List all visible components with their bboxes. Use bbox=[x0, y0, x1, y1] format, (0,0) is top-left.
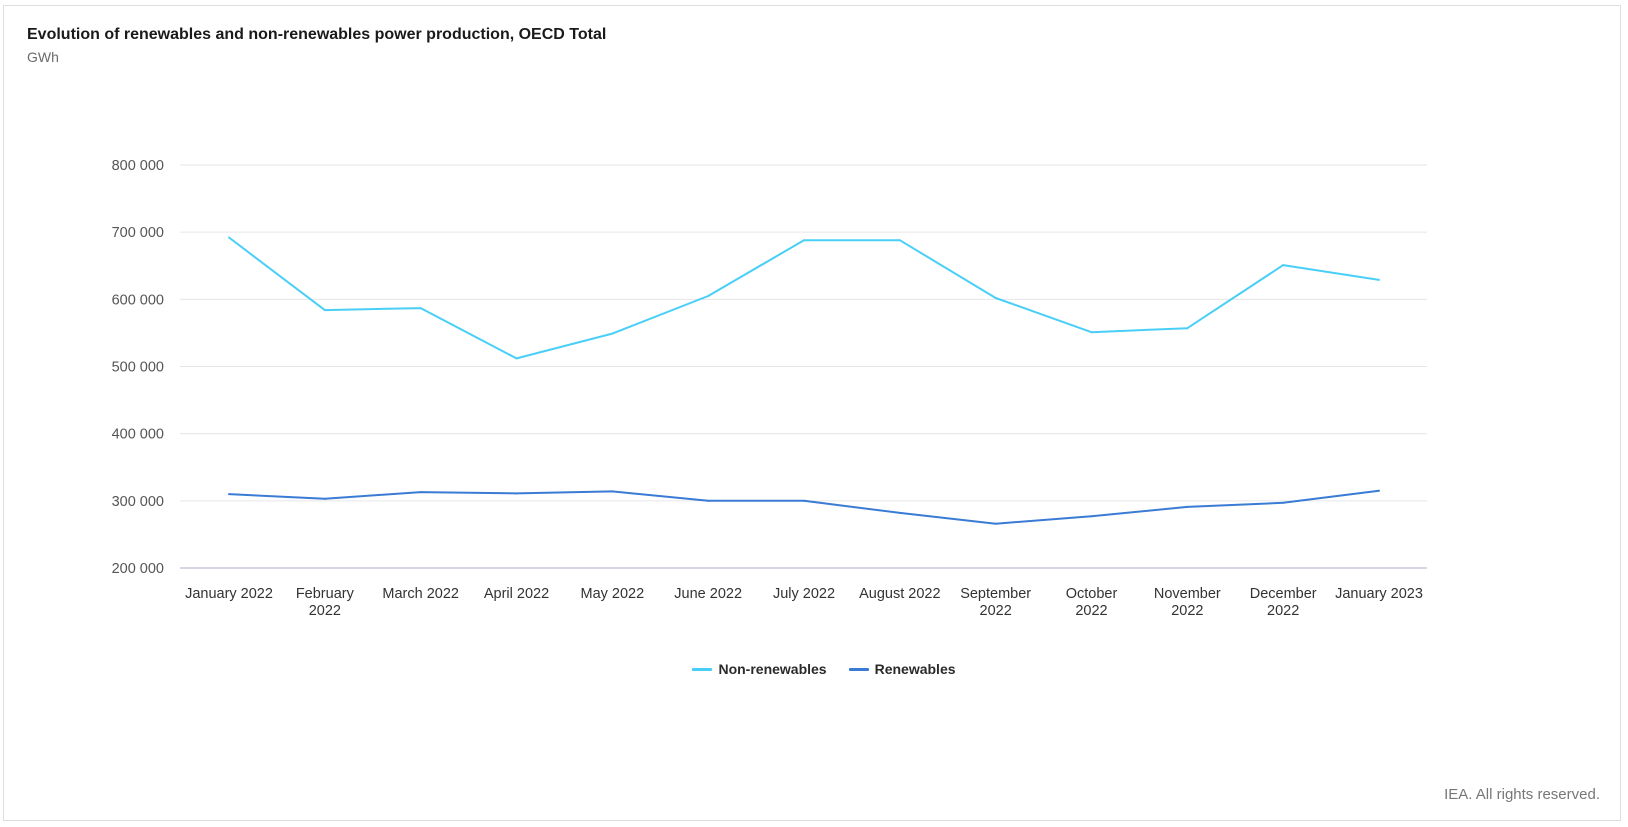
data-point[interactable] bbox=[1378, 489, 1380, 492]
y-tick-label: 300 000 bbox=[112, 494, 164, 510]
x-tick-label: January 2022 bbox=[185, 586, 273, 602]
data-point[interactable] bbox=[611, 490, 614, 493]
data-point[interactable] bbox=[323, 309, 326, 312]
y-tick-label: 200 000 bbox=[112, 561, 164, 577]
legend-swatch bbox=[848, 667, 869, 671]
series-lines bbox=[228, 236, 1380, 525]
legend: Non-renewables Renewables bbox=[0, 661, 1628, 677]
y-tick-label: 700 000 bbox=[112, 225, 164, 241]
x-tick-label: November 2022 bbox=[1154, 586, 1221, 619]
data-point[interactable] bbox=[1186, 505, 1189, 508]
x-tick-label: May 2022 bbox=[580, 586, 644, 602]
series-line-renewables[interactable] bbox=[228, 489, 1380, 525]
y-tick-label: 500 000 bbox=[112, 360, 164, 376]
data-point[interactable] bbox=[419, 491, 422, 494]
x-tick-label: September 2022 bbox=[960, 586, 1031, 619]
legend-swatch bbox=[692, 667, 713, 671]
data-point[interactable] bbox=[1282, 501, 1285, 504]
legend-label: Renewables bbox=[874, 661, 956, 677]
data-point[interactable] bbox=[419, 307, 422, 310]
data-point[interactable] bbox=[323, 497, 326, 500]
data-point[interactable] bbox=[228, 236, 230, 239]
legend-item-non-renewables[interactable]: Non-renewables bbox=[692, 661, 827, 677]
data-point[interactable] bbox=[1282, 264, 1285, 267]
y-tick-label: 800 000 bbox=[112, 158, 164, 174]
x-axis-ticks: January 2022 February 2022 March 2022 April … bbox=[185, 586, 1423, 619]
x-tick-label: March 2022 bbox=[382, 586, 459, 602]
grid-lines bbox=[180, 164, 1427, 569]
x-tick-label: April 2022 bbox=[484, 586, 549, 602]
data-point[interactable] bbox=[515, 492, 518, 495]
x-tick-label: January 2023 bbox=[1335, 586, 1423, 602]
data-point[interactable] bbox=[611, 332, 614, 335]
x-tick-label: June 2022 bbox=[674, 586, 742, 602]
legend-label: Non-renewables bbox=[718, 661, 827, 677]
y-tick-label: 600 000 bbox=[112, 292, 164, 308]
copyright-credit: IEA. All rights reserved. bbox=[1444, 786, 1600, 803]
y-tick-label: 400 000 bbox=[112, 427, 164, 443]
x-tick-label: October 2022 bbox=[1066, 586, 1118, 619]
x-tick-label: July 2022 bbox=[773, 586, 835, 602]
data-point[interactable] bbox=[1090, 331, 1093, 334]
data-point[interactable] bbox=[1378, 278, 1380, 281]
data-point[interactable] bbox=[707, 499, 710, 502]
data-point[interactable] bbox=[515, 357, 518, 360]
data-point[interactable] bbox=[803, 499, 805, 502]
series-line-non-renewables[interactable] bbox=[228, 236, 1380, 360]
data-point[interactable] bbox=[898, 511, 901, 514]
data-point[interactable] bbox=[994, 522, 997, 525]
chart-card bbox=[3, 5, 1621, 821]
data-point[interactable] bbox=[994, 296, 997, 299]
chart-title: Evolution of renewables and non-renewabl… bbox=[27, 26, 607, 43]
y-axis-ticks: 800 000 700 000 600 000 500 000 400 000 300 0… bbox=[112, 158, 164, 577]
data-point[interactable] bbox=[1186, 327, 1189, 330]
data-point[interactable] bbox=[803, 239, 805, 242]
data-point[interactable] bbox=[898, 239, 901, 242]
chart-unit: GWh bbox=[27, 49, 59, 65]
data-point[interactable] bbox=[1090, 515, 1093, 518]
data-point[interactable] bbox=[707, 294, 710, 297]
data-point[interactable] bbox=[228, 493, 230, 496]
legend-item-renewables[interactable]: Renewables bbox=[848, 661, 956, 677]
x-tick-label: February 2022 bbox=[296, 586, 355, 619]
x-tick-label: August 2022 bbox=[859, 586, 940, 602]
x-tick-label: December 2022 bbox=[1250, 586, 1317, 619]
